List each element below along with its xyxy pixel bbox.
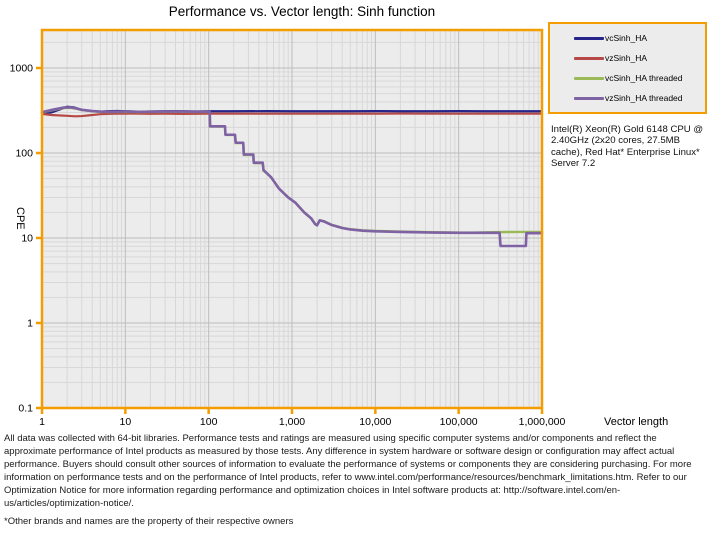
legend-item-vcsinh_ha: vcSinh_HA — [574, 28, 705, 48]
legend-item-vcsinh_ha-threaded: vcSinh_HA threaded — [574, 68, 705, 88]
legend-label: vzSinh_HA — [605, 53, 648, 63]
legend-label: vzSinh_HA threaded — [605, 93, 683, 103]
legend-label: vcSinh_HA threaded — [605, 73, 683, 83]
plot-border — [40, 28, 544, 410]
x-tick-label: 10,000 — [359, 416, 391, 428]
y-tick-label: 10 — [21, 233, 33, 245]
y-tick-label: 100 — [15, 148, 33, 160]
brands-note: *Other brands and names are the property… — [4, 516, 294, 527]
x-tick-label: 1,000 — [279, 416, 305, 428]
x-tick-label: 100,000 — [440, 416, 478, 428]
series-line-vzsinh_ha-threaded — [40, 106, 544, 248]
y-tick-label: 1000 — [10, 63, 34, 75]
x-tick-label: 10 — [119, 416, 131, 428]
legend-line-swatch — [574, 56, 604, 60]
x-axis-label: Vector length — [604, 416, 668, 428]
legend-line-swatch — [574, 96, 604, 100]
x-tick-label: 100 — [200, 416, 218, 428]
legend-label: vcSinh_HA — [605, 33, 648, 43]
disclaimer-text: All data was collected with 64-bit libra… — [4, 433, 692, 509]
chart-svg: 1 10 100 1,000 10,000 100,000 1,000,000 0.1 1 10 1… — [10, 28, 668, 428]
plot-area: 1 10 100 1,000 10,000 100,000 1,000,000 0.1 1 10 1… — [10, 28, 668, 428]
legend-item-vzsinh_ha: vzSinh_HA — [574, 48, 705, 68]
x-tick-label: 1,000,000 — [519, 416, 566, 428]
chart-title: Performance vs. Vector length: Sinh func… — [168, 4, 436, 19]
system-info-box: Intel(R) Xeon(R) Gold 6148 CPU @ 2.40GHz… — [551, 124, 709, 170]
x-tick-label: 1 — [39, 416, 45, 428]
legend-line-swatch — [574, 76, 604, 80]
legend-line-swatch — [574, 36, 604, 40]
legend-item-vzsinh_ha-threaded: vzSinh_HA threaded — [574, 88, 705, 108]
y-tick-label: 0.1 — [18, 403, 33, 415]
y-tick-label: 1 — [27, 318, 33, 330]
legend: vcSinh_HA vzSinh_HA vcSinh_HA threaded vzSi… — [548, 22, 707, 114]
y-axis-label: CPE — [14, 207, 26, 230]
series-line-vzsinh_ha — [40, 112, 544, 118]
